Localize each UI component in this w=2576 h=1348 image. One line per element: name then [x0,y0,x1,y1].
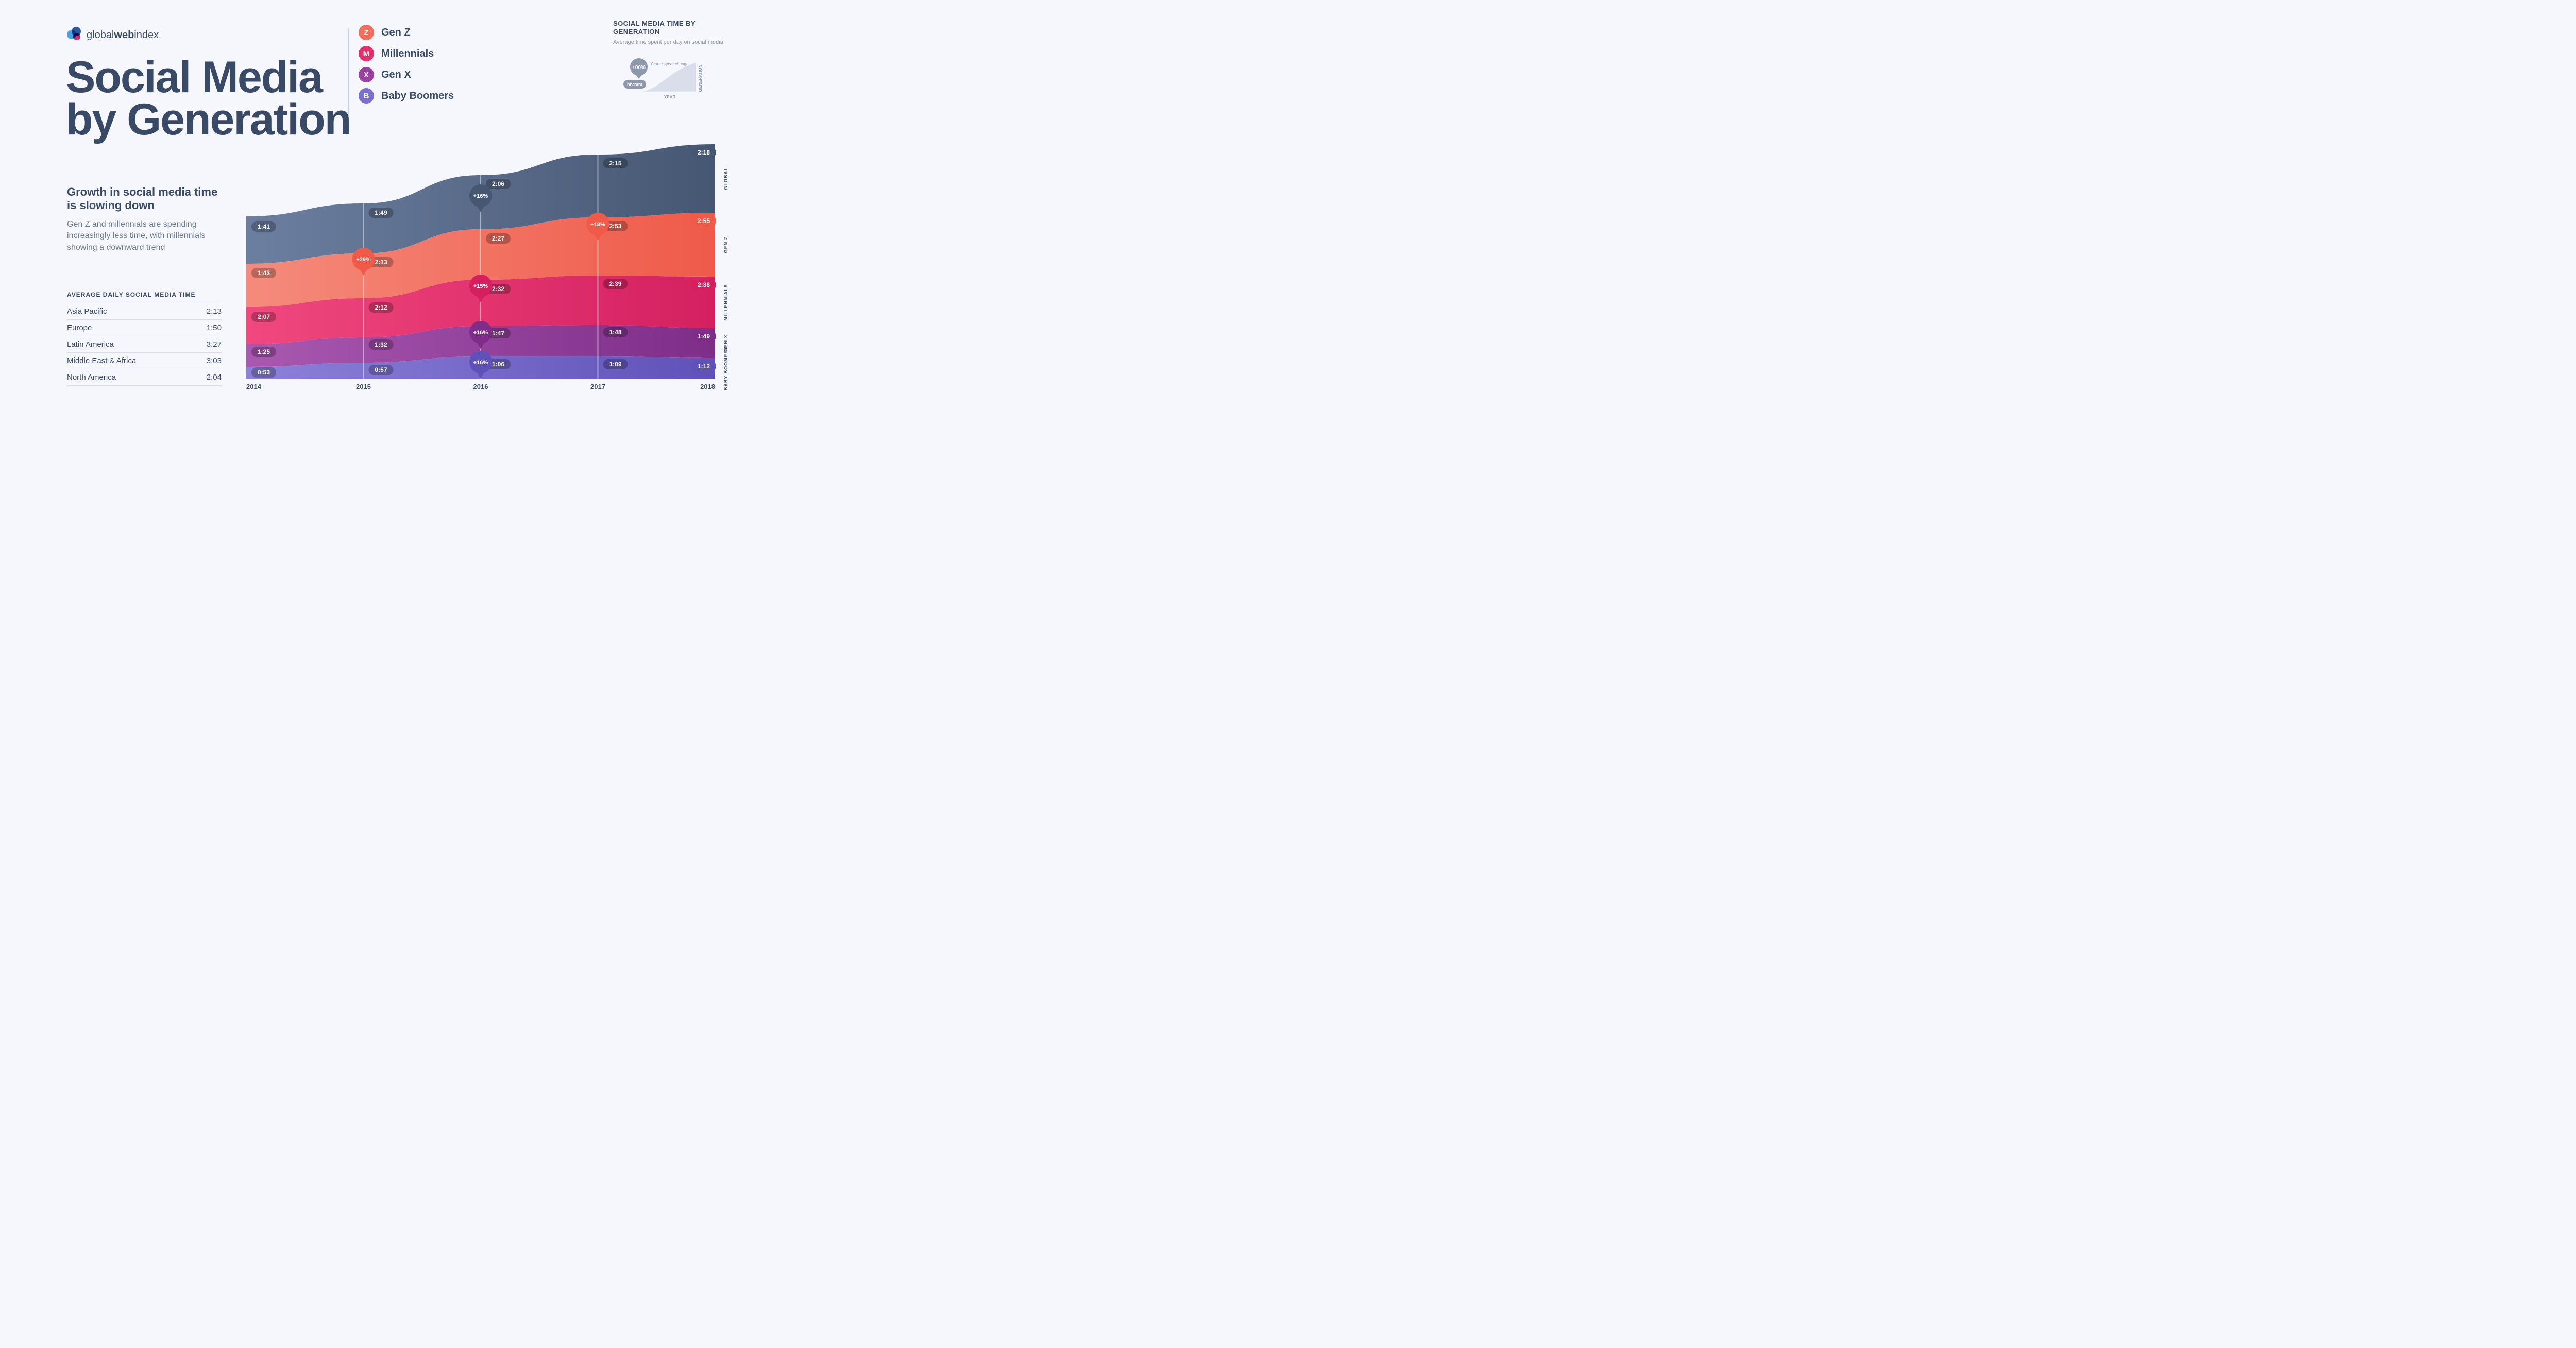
region-row: Asia Pacific 2:13 [67,303,222,320]
time-value: 2:39 [609,280,621,287]
legend-item: M Millennials [359,46,454,61]
key-title: SOCIAL MEDIA TIME BY GENERATION [613,20,742,37]
yoy-value: +29% [356,257,371,263]
time-value: 1:09 [609,361,621,368]
time-value: 1:25 [258,348,270,355]
legend-label: Baby Boomers [381,90,454,102]
time-value: 2:13 [375,259,387,266]
legend-badge: M [359,46,374,61]
side-label-genz: GEN Z [723,236,728,253]
key-diagram: +00% Year-on-year change hh:mm YEAR GENE… [613,55,742,107]
yoy-value: +16% [473,193,488,199]
time-value: 2:15 [609,160,621,167]
svg-text:1:12: 1:12 [698,363,710,370]
generation-legend: Z Gen Z M Millennials X Gen X B Baby Boomers [359,25,454,109]
logo-word-2: web [114,29,134,41]
year-label: 2017 [590,383,605,390]
legend-badge: Z [359,25,374,40]
end-pill-genx: 1:49 [691,331,716,342]
key-y-caption: GENERATION [698,64,703,92]
svg-text:2:18: 2:18 [698,149,710,156]
logo-word-1: global [87,29,114,41]
region-name: Latin America [67,340,114,349]
time-value: 2:32 [492,285,504,293]
logo-word-3: index [134,29,159,41]
region-name: North America [67,373,116,382]
region-name: Europe [67,323,92,332]
legend-divider [348,28,349,116]
year-label: 2018 [700,383,715,390]
region-time: 1:50 [207,323,222,332]
time-value: 2:12 [375,304,387,311]
end-pill-genz: 2:55 [691,216,716,226]
time-value: 1:32 [375,341,387,348]
region-name: Middle East & Africa [67,356,136,365]
legend-badge: B [359,88,374,104]
legend-label: Gen X [381,69,411,81]
time-value: 1:41 [258,223,270,230]
key-x-caption: YEAR [664,95,675,99]
key-yoy-caption: Year-on-year change [650,62,689,66]
legend-item: Z Gen Z [359,25,454,40]
logo-mark [67,27,83,43]
end-pill-millennials: 2:38 [691,280,716,290]
yoy-value: +16% [473,330,488,336]
time-value: 0:57 [375,366,387,373]
legend-item: X Gen X [359,67,454,82]
region-row: Latin America 3:27 [67,336,222,353]
region-row: Europe 1:50 [67,320,222,336]
yoy-value: +16% [473,360,488,366]
time-value: 2:53 [609,223,621,230]
svg-text:1:49: 1:49 [698,333,710,340]
region-table-title: AVERAGE DAILY SOCIAL MEDIA TIME [67,291,195,298]
time-value: 1:06 [492,361,504,368]
end-pill-boomers: 1:12 [691,361,716,371]
subtitle: Growth in social media time is slowing d… [67,185,222,213]
year-label: 2016 [473,383,488,390]
body-copy: Gen Z and millennials are spending incre… [67,219,211,253]
side-label-global: GLOBAL [723,167,728,190]
yoy-value: +15% [473,283,488,289]
chart-key: SOCIAL MEDIA TIME BY GENERATION Average … [613,20,742,107]
key-area-icon [644,63,696,91]
svg-text:2:55: 2:55 [698,217,710,225]
time-value: 2:06 [492,180,504,187]
legend-label: Millennials [381,48,434,60]
time-value: 0:53 [258,369,270,376]
region-table: Asia Pacific 2:13 Europe 1:50 Latin America 3… [67,303,222,386]
time-value: 1:48 [609,329,621,336]
region-time: 3:03 [207,356,222,365]
legend-badge: X [359,67,374,82]
stream-chart: 1:41 1:49 2:06 2:15 1:43 2:13 2:27 2:53 2:07 2:12… [246,126,741,394]
region-time: 2:04 [207,373,222,382]
time-value: 1:49 [375,209,387,216]
yoy-value: +18% [590,221,605,228]
key-subtitle: Average time spent per day on social med… [613,39,742,46]
region-name: Asia Pacific [67,307,107,316]
region-row: Middle East & Africa 3:03 [67,353,222,369]
legend-label: Gen Z [381,27,411,39]
title-line-1: Social Media [66,57,350,99]
end-pill-global: 2:18 [691,147,716,158]
side-label-boomers: BABY BOOMERS [723,346,728,390]
side-label-millennials: MILLENNIALS [723,284,728,321]
key-yoy-label: +00% [632,65,646,71]
time-value: 1:47 [492,330,504,337]
region-time: 3:27 [207,340,222,349]
region-row: North America 2:04 [67,369,222,386]
year-label: 2014 [246,383,262,390]
region-time: 2:13 [207,307,222,316]
svg-text:2:38: 2:38 [698,281,710,288]
time-value: 2:27 [492,235,504,242]
brand-logo: globalwebindex [67,27,159,43]
key-hhmm-label: hh:mm [627,82,642,87]
year-label: 2015 [356,383,371,390]
legend-item: B Baby Boomers [359,88,454,104]
time-value: 1:43 [258,269,270,277]
logo-text: globalwebindex [87,29,159,41]
time-value: 2:07 [258,313,270,320]
